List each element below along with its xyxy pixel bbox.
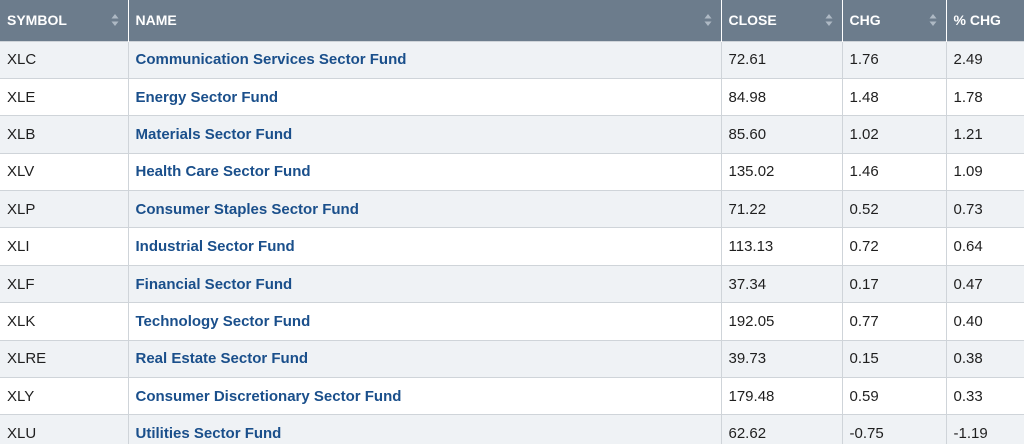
fund-name-link[interactable]: Materials Sector Fund	[135, 125, 293, 143]
cell-symbol: XLU	[0, 414, 129, 444]
cell-close: 39.73	[721, 339, 843, 378]
cell-symbol: XLF	[0, 264, 129, 303]
cell-pct-chg: 0.40	[946, 302, 1024, 341]
table-row: XLU Utilities Sector Fund 62.62 -0.75 -1.19	[0, 414, 1024, 444]
cell-name: Financial Sector Fund	[128, 264, 722, 303]
cell-chg: 1.48	[842, 77, 947, 116]
fund-name-link[interactable]: Technology Sector Fund	[135, 312, 311, 330]
fund-name-link[interactable]: Consumer Staples Sector Fund	[135, 200, 359, 218]
cell-name: Utilities Sector Fund	[128, 414, 722, 444]
cell-name: Technology Sector Fund	[128, 302, 722, 341]
table-row: XLC Communication Services Sector Fund 72.…	[0, 40, 1024, 79]
cell-symbol: XLV	[0, 152, 129, 191]
cell-chg: 0.52	[842, 190, 947, 228]
fund-name-link[interactable]: Financial Sector Fund	[135, 275, 293, 293]
table-header: SYMBOL NAME CLOSE CHG % CHG	[0, 0, 1024, 41]
table-row: XLB Materials Sector Fund 85.60 1.02 1.21	[0, 115, 1024, 154]
cell-symbol: XLY	[0, 377, 129, 415]
cell-chg: 0.17	[842, 264, 947, 303]
cell-close: 37.34	[721, 264, 843, 303]
cell-name: Industrial Sector Fund	[128, 227, 722, 266]
fund-name-link[interactable]: Consumer Discretionary Sector Fund	[135, 387, 402, 405]
table-row: XLV Health Care Sector Fund 135.02 1.46 1.09	[0, 152, 1024, 191]
cell-close: 84.98	[721, 77, 843, 116]
cell-chg: 1.02	[842, 115, 947, 154]
table-row: XLF Financial Sector Fund 37.34 0.17 0.47	[0, 264, 1024, 303]
column-header-symbol[interactable]: SYMBOL	[0, 0, 129, 41]
column-header-label: NAME	[135, 12, 177, 29]
cell-symbol: XLE	[0, 77, 129, 116]
column-header-name[interactable]: NAME	[128, 0, 722, 41]
sort-arrows-icon[interactable]	[929, 13, 937, 27]
cell-close: 135.02	[721, 152, 843, 191]
cell-chg: 1.76	[842, 40, 947, 79]
cell-symbol: XLK	[0, 302, 129, 341]
table-row: XLE Energy Sector Fund 84.98 1.48 1.78	[0, 77, 1024, 116]
cell-pct-chg: 0.64	[946, 227, 1024, 266]
cell-name: Communication Services Sector Fund	[128, 40, 722, 79]
cell-symbol: XLRE	[0, 339, 129, 378]
column-header-chg[interactable]: CHG	[842, 0, 947, 41]
cell-close: 71.22	[721, 190, 843, 228]
cell-name: Consumer Discretionary Sector Fund	[128, 377, 722, 415]
fund-name-link[interactable]: Health Care Sector Fund	[135, 163, 311, 181]
cell-close: 179.48	[721, 377, 843, 415]
fund-name-link[interactable]: Utilities Sector Fund	[135, 425, 282, 443]
column-header-close[interactable]: CLOSE	[721, 0, 843, 41]
cell-close: 62.62	[721, 414, 843, 444]
cell-pct-chg: 1.21	[946, 115, 1024, 154]
cell-name: Health Care Sector Fund	[128, 152, 722, 191]
cell-symbol: XLI	[0, 227, 129, 266]
cell-name: Consumer Staples Sector Fund	[128, 190, 722, 228]
fund-name-link[interactable]: Energy Sector Fund	[135, 88, 279, 106]
cell-pct-chg: 0.73	[946, 190, 1024, 228]
column-header-label: SYMBOL	[7, 12, 67, 29]
cell-chg: -0.75	[842, 414, 947, 444]
cell-chg: 0.59	[842, 377, 947, 415]
cell-pct-chg: 0.33	[946, 377, 1024, 415]
table-row: XLY Consumer Discretionary Sector Fund 179…	[0, 377, 1024, 415]
fund-name-link[interactable]: Communication Services Sector Fund	[135, 51, 407, 69]
column-header-label: CHG	[849, 12, 881, 29]
cell-close: 192.05	[721, 302, 843, 341]
table-row: XLRE Real Estate Sector Fund 39.73 0.15 0.38	[0, 339, 1024, 378]
cell-chg: 0.72	[842, 227, 947, 266]
cell-symbol: XLP	[0, 190, 129, 228]
cell-pct-chg: -1.19	[946, 414, 1024, 444]
column-header-label: % CHG	[953, 12, 1001, 29]
cell-chg: 1.46	[842, 152, 947, 191]
header-row: SYMBOL NAME CLOSE CHG % CHG	[0, 0, 1024, 41]
column-header-label: CLOSE	[728, 12, 777, 29]
table-row: XLP Consumer Staples Sector Fund 71.22 0.52…	[0, 190, 1024, 228]
table-body: XLC Communication Services Sector Fund 72.…	[0, 40, 1024, 444]
cell-chg: 0.77	[842, 302, 947, 341]
column-header-pct-chg[interactable]: % CHG	[946, 0, 1024, 41]
sort-arrows-icon[interactable]	[825, 13, 833, 27]
cell-chg: 0.15	[842, 339, 947, 378]
cell-symbol: XLC	[0, 40, 129, 79]
table-row: XLI Industrial Sector Fund 113.13 0.72 0.64	[0, 227, 1024, 266]
cell-pct-chg: 1.78	[946, 77, 1024, 116]
cell-name: Real Estate Sector Fund	[128, 339, 722, 378]
fund-name-link[interactable]: Real Estate Sector Fund	[135, 350, 309, 368]
table-row: XLK Technology Sector Fund 192.05 0.77 0.40	[0, 302, 1024, 341]
sort-arrows-icon[interactable]	[111, 13, 119, 27]
sort-arrows-icon[interactable]	[704, 13, 712, 27]
cell-pct-chg: 0.47	[946, 264, 1024, 303]
cell-pct-chg: 0.38	[946, 339, 1024, 378]
cell-name: Materials Sector Fund	[128, 115, 722, 154]
fund-name-link[interactable]: Industrial Sector Fund	[135, 238, 295, 256]
cell-name: Energy Sector Fund	[128, 77, 722, 116]
cell-pct-chg: 1.09	[946, 152, 1024, 191]
cell-close: 85.60	[721, 115, 843, 154]
cell-close: 113.13	[721, 227, 843, 266]
cell-close: 72.61	[721, 40, 843, 79]
cell-pct-chg: 2.49	[946, 40, 1024, 79]
cell-symbol: XLB	[0, 115, 129, 154]
